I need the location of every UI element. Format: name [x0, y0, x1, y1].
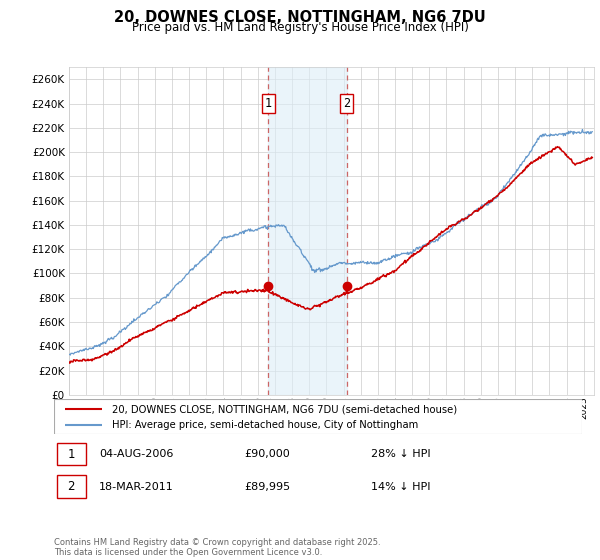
Text: £90,000: £90,000	[244, 449, 290, 459]
Text: 20, DOWNES CLOSE, NOTTINGHAM, NG6 7DU (semi-detached house): 20, DOWNES CLOSE, NOTTINGHAM, NG6 7DU (s…	[112, 404, 457, 414]
FancyBboxPatch shape	[54, 399, 582, 434]
Text: Price paid vs. HM Land Registry's House Price Index (HPI): Price paid vs. HM Land Registry's House …	[131, 21, 469, 34]
Text: 14% ↓ HPI: 14% ↓ HPI	[371, 482, 430, 492]
Text: 2: 2	[343, 97, 350, 110]
FancyBboxPatch shape	[56, 443, 86, 465]
Text: 18-MAR-2011: 18-MAR-2011	[99, 482, 173, 492]
FancyBboxPatch shape	[56, 475, 86, 498]
Text: £89,995: £89,995	[244, 482, 290, 492]
Text: 1: 1	[265, 97, 272, 110]
Text: Contains HM Land Registry data © Crown copyright and database right 2025.
This d: Contains HM Land Registry data © Crown c…	[54, 538, 380, 557]
Text: 20, DOWNES CLOSE, NOTTINGHAM, NG6 7DU: 20, DOWNES CLOSE, NOTTINGHAM, NG6 7DU	[114, 10, 486, 25]
Text: 2: 2	[67, 480, 75, 493]
Text: 04-AUG-2006: 04-AUG-2006	[99, 449, 173, 459]
Bar	[268, 67, 347, 395]
Text: HPI: Average price, semi-detached house, City of Nottingham: HPI: Average price, semi-detached house,…	[112, 421, 418, 430]
Text: 28% ↓ HPI: 28% ↓ HPI	[371, 449, 430, 459]
Text: 1: 1	[67, 447, 75, 461]
